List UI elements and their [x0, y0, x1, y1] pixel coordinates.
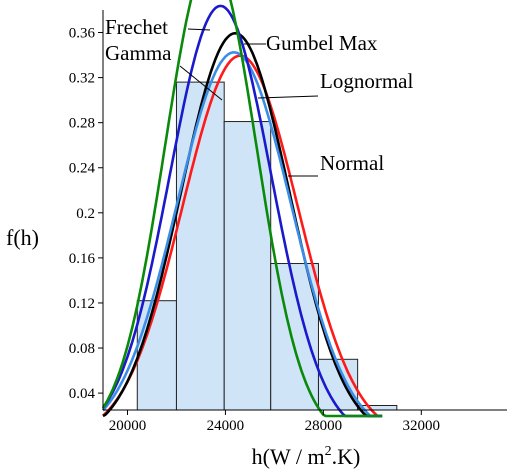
histogram-bar-2 — [175, 81, 225, 411]
histogram-bars — [136, 81, 398, 411]
y-tick-label: 0.28 — [69, 116, 95, 132]
curve-gumbel-max — [101, 4, 383, 418]
histogram-bar-3 — [223, 121, 272, 411]
y-tick-label: 0.04 — [69, 386, 96, 402]
label-normal: Normal — [320, 151, 384, 175]
y-tick-label: 0.12 — [69, 296, 95, 312]
y-tick-label: 0.24 — [69, 161, 96, 177]
leader-line-gamma — [179, 65, 223, 101]
leader-line-lognormal — [257, 95, 319, 99]
y-axis-title: f(h) — [6, 225, 39, 250]
label-gumbel-max: Gumbel Max — [266, 31, 378, 55]
label-frechet: Frechet — [105, 15, 168, 39]
x-tick-label: 24000 — [207, 418, 245, 434]
label-lognormal: Lognormal — [320, 69, 413, 93]
histogram-bar-1 — [136, 300, 177, 411]
x-tick-label: 20000 — [109, 418, 147, 434]
label-gamma: Gamma — [105, 41, 172, 65]
x-axis-title: h(W / m2.K) — [252, 444, 361, 469]
x-axis-title-main: h(W / m — [252, 444, 325, 469]
y-tick-label: 0.2 — [76, 206, 95, 222]
x-tick-label: 32000 — [403, 418, 441, 434]
x-axis-title-end: .K) — [332, 444, 361, 469]
y-tick-label: 0.08 — [69, 341, 95, 357]
x-axis-title-superscript: 2 — [325, 444, 332, 459]
y-tick-label: 0.16 — [69, 251, 96, 267]
axes — [102, 10, 507, 411]
curve-frechet — [101, 0, 383, 418]
fitted-curves — [101, 0, 383, 418]
y-tick-label: 0.36 — [69, 26, 96, 42]
y-tick-label: 0.32 — [69, 71, 95, 87]
x-tick-label: 28000 — [305, 418, 343, 434]
curve-lognormal — [102, 31, 383, 418]
axis-ticks: 20000 24000 28000 32000 0.04 0.08 0.12 0.16 0.2 0… — [69, 26, 440, 434]
leader-line-frechet — [187, 28, 211, 31]
